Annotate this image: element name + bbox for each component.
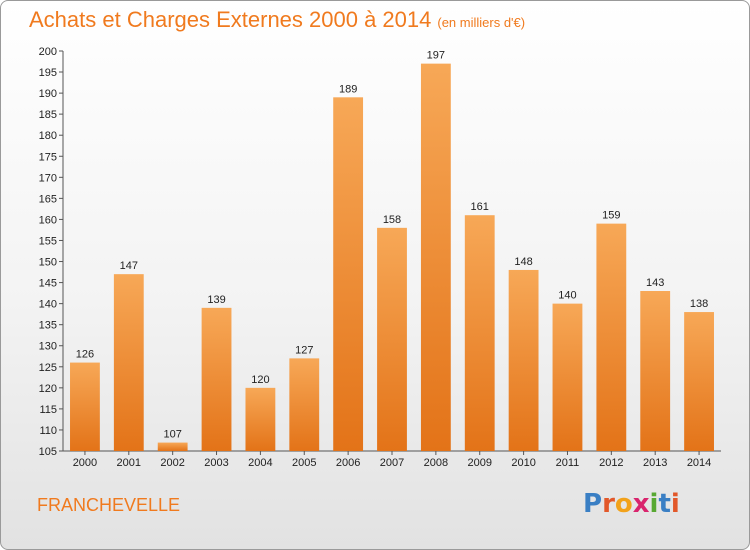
x-tick-label-2012: 2012 <box>599 457 623 469</box>
logo-letter: i <box>670 489 680 519</box>
bar-2000 <box>70 362 100 451</box>
y-tick-label: 130 <box>39 341 57 353</box>
x-tick-label-2010: 2010 <box>511 457 535 469</box>
y-tick-label: 160 <box>39 214 57 226</box>
bar-2010 <box>508 269 539 451</box>
y-tick-label: 120 <box>39 383 57 395</box>
bar-2011 <box>552 303 583 451</box>
proxiti-logo: Proxiti <box>583 489 680 519</box>
data-labels: 126 147 107 139 120 127 189 158 197 161 148 140 159 1… <box>76 50 708 441</box>
y-tick-label: 175 <box>39 151 57 163</box>
x-tick-label-2013: 2013 <box>643 457 667 469</box>
x-tick-label-2008: 2008 <box>424 457 448 469</box>
data-label-2003: 139 <box>207 294 225 306</box>
data-label-2006: 189 <box>339 83 357 95</box>
commune-name: FRANCHEVELLE <box>37 495 181 515</box>
data-label-2011: 140 <box>558 290 576 302</box>
logo-letter: i <box>649 489 659 519</box>
y-tick-label: 150 <box>39 257 57 269</box>
y-tick-label: 105 <box>39 446 57 458</box>
x-tick-label-2004: 2004 <box>248 457 272 469</box>
y-tick-label: 155 <box>39 235 57 247</box>
x-tick-label-2003: 2003 <box>204 457 228 469</box>
y-tick-label: 190 <box>39 88 57 100</box>
y-tick-label: 125 <box>39 362 57 374</box>
bar-2004 <box>245 387 276 451</box>
bar-2006 <box>333 97 364 451</box>
data-label-2009: 161 <box>471 201 489 213</box>
bar-2007 <box>377 227 407 451</box>
x-tick-label-2006: 2006 <box>336 457 360 469</box>
chart-title-text: Achats et Charges Externes 2000 à 2014 <box>29 7 432 32</box>
data-label-2000: 126 <box>76 349 94 361</box>
y-tick-label: 185 <box>39 109 57 121</box>
y-tick-label: 135 <box>39 320 57 332</box>
logo-letter: o <box>614 489 633 519</box>
x-tick-label-2007: 2007 <box>380 457 404 469</box>
data-label-2014: 138 <box>690 298 708 310</box>
bar-2012 <box>596 223 627 451</box>
bar-2005 <box>289 358 320 451</box>
x-tick-label-2014: 2014 <box>687 457 711 469</box>
logo-letter: x <box>632 489 650 519</box>
data-label-2002: 107 <box>163 429 181 441</box>
logo-letter: P <box>583 489 603 519</box>
data-label-2005: 127 <box>295 344 313 356</box>
y-tick-label: 195 <box>39 67 57 79</box>
logo-letter: r <box>602 489 615 519</box>
data-label-2008: 197 <box>427 50 445 62</box>
bar-2001 <box>113 274 144 451</box>
bar-2009 <box>464 215 495 451</box>
y-tick-label: 180 <box>39 130 57 142</box>
data-label-2010: 148 <box>514 256 532 268</box>
y-tick-label: 110 <box>39 425 57 437</box>
logo-letter: t <box>658 489 671 519</box>
bar-2013 <box>640 291 671 451</box>
data-label-2013: 143 <box>646 277 664 289</box>
x-tick-label-2001: 2001 <box>117 457 141 469</box>
y-tick-label: 145 <box>39 278 57 290</box>
chart-subtitle: (en milliers d'€) <box>437 15 526 30</box>
x-tick-label-2005: 2005 <box>292 457 316 469</box>
data-label-2007: 158 <box>383 214 401 226</box>
y-tick-label: 165 <box>39 193 57 205</box>
bar-2008 <box>420 63 451 451</box>
bar-2002 <box>157 442 188 451</box>
x-tick-label-2002: 2002 <box>160 457 184 469</box>
bar-2014 <box>684 312 714 451</box>
y-tick-label: 170 <box>39 172 57 184</box>
y-tick-label: 140 <box>39 299 57 311</box>
y-tick-label: 115 <box>39 404 57 416</box>
data-label-2012: 159 <box>602 210 620 222</box>
bars <box>70 63 714 451</box>
data-label-2004: 120 <box>251 374 269 386</box>
bar-2003 <box>201 307 232 451</box>
chart-title: Achats et Charges Externes 2000 à 2014 (e… <box>29 7 525 33</box>
x-tick-label-2009: 2009 <box>467 457 491 469</box>
data-label-2001: 147 <box>120 260 138 272</box>
x-tick-label-2011: 2011 <box>556 457 580 469</box>
axes: 105 110 115 120 125 130 135 140 145 150 155 160 165 1… <box>39 46 721 469</box>
y-tick-label: 200 <box>39 46 57 58</box>
x-tick-label-2000: 2000 <box>73 457 97 469</box>
